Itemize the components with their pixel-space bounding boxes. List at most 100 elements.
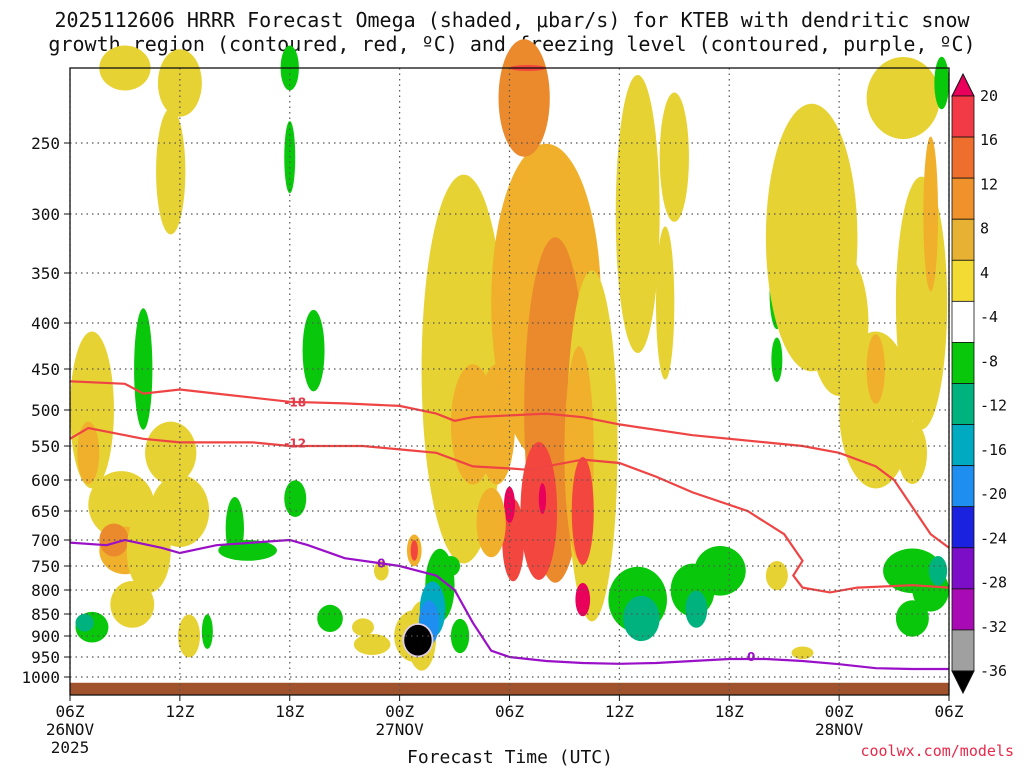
- colorbar-band: [951, 465, 975, 508]
- colorbar-band: [951, 629, 975, 672]
- colorbar-tick-label: -12: [980, 397, 1007, 415]
- colorbar-tick-label: -32: [980, 618, 1007, 636]
- omega-shade-cell: [765, 561, 788, 591]
- omega-shade-cell: [317, 604, 343, 633]
- omega-shade-cell: [157, 49, 202, 117]
- colorbar-tick-label: 12: [980, 175, 998, 193]
- omega-shade-cell: [110, 581, 155, 628]
- x-tick-label: 00Z: [825, 702, 854, 721]
- omega-shade-cell: [77, 421, 100, 484]
- x-tick-date: 27NOV: [376, 720, 425, 739]
- colorbar-band: [951, 506, 975, 549]
- omega-shade-cell: [218, 540, 277, 561]
- colorbar-tick-label: 20: [980, 87, 998, 105]
- omega-shade-cell: [450, 618, 470, 654]
- x-tick-date: 26NOV: [46, 720, 95, 739]
- omega-shade-cell: [353, 633, 391, 655]
- y-tick-label: 500: [31, 401, 60, 420]
- y-tick-label: 850: [31, 605, 60, 624]
- y-tick-label: 450: [31, 360, 60, 379]
- omega-shade-cell: [410, 540, 418, 561]
- y-tick-label: 700: [31, 531, 60, 550]
- omega-shade-cell: [656, 226, 675, 380]
- y-tick-label: 600: [31, 471, 60, 490]
- omega-shade-cell: [866, 56, 940, 140]
- omega-shade-cell: [538, 483, 547, 514]
- colorbar-band: [951, 424, 975, 467]
- colorbar-top-triangle: [951, 72, 975, 97]
- omega-shade-cell: [895, 600, 929, 637]
- omega-shade-cell: [897, 421, 928, 484]
- omega-shade-cell: [928, 556, 948, 586]
- colorbar-band: [951, 342, 975, 384]
- chart-title-line1: 2025112606 HRRR Forecast Omega (shaded, …: [54, 8, 970, 32]
- omega-shade-cell: [156, 108, 186, 235]
- colorbar-tick-label: 4: [980, 264, 989, 282]
- freezing-level-label: 0: [747, 650, 755, 664]
- colorbar-tick-label: -28: [980, 574, 1007, 592]
- colorbar-band: [951, 383, 975, 425]
- omega-shade-cell: [771, 337, 783, 383]
- axes: 250 300 350 400 450 500 550 600 650 700 750 800 850 9…: [21, 67, 964, 757]
- colorbar-band: [951, 588, 975, 631]
- x-tick-label: 18Z: [715, 702, 744, 721]
- colorbar-tick-label: -4: [980, 308, 998, 326]
- y-tick-label: 350: [31, 264, 60, 283]
- colorbar-tick-label: -20: [980, 485, 1007, 503]
- colorbar-band: [951, 300, 975, 343]
- credit-text: coolwx.com/models: [860, 742, 1014, 760]
- dgz-contour-line: [69, 380, 950, 549]
- x-tick-label: 00Z: [385, 702, 414, 721]
- colorbar-tick-label: -8: [980, 352, 998, 370]
- dgz-contour-line: [69, 426, 950, 594]
- x-tick-label: 06Z: [56, 702, 85, 721]
- x-axis-label: Forecast Time (UTC): [407, 747, 613, 768]
- y-tick-label: 300: [31, 205, 60, 224]
- omega-shade-cell: [150, 475, 210, 547]
- omega-shade-cell: [352, 618, 374, 636]
- colorbar-band: [951, 177, 975, 220]
- x-tick-label: 06Z: [935, 702, 964, 721]
- colorbar-tick-label: -16: [980, 441, 1007, 459]
- x-tick-label: 12Z: [605, 702, 634, 721]
- dgz-contour-label: -12: [284, 436, 306, 450]
- omega-shade-cell: [498, 39, 550, 157]
- omega-shade-cell: [934, 56, 949, 110]
- y-tick-label: 800: [31, 581, 60, 600]
- y-tick-label: 950: [31, 648, 60, 667]
- colorbar-tick-label: -36: [980, 662, 1007, 680]
- colorbar-tick-label: 16: [980, 131, 998, 149]
- ground-terrain: [70, 682, 949, 695]
- colorbar-band: [951, 218, 975, 261]
- colorbar-band: [951, 136, 975, 179]
- omega-shade-cell: [685, 590, 708, 628]
- omega-shade-cell: [302, 309, 325, 392]
- omega-shade-cell: [923, 136, 939, 292]
- dgz-contour-label: -18: [284, 396, 306, 410]
- colorbar: 20 16 12 8 4 -4 -8 -12 -16 -20 -24 -28 -32 -36: [951, 72, 1007, 695]
- omega-shade-cell: [476, 487, 506, 558]
- omega-shade-cell: [99, 523, 129, 557]
- freezing-level-label: 0: [377, 556, 385, 570]
- omega-shade-cell: [866, 334, 885, 404]
- omega-shade-cell: [839, 331, 913, 489]
- y-tick-label: 400: [31, 314, 60, 333]
- colorbar-band: [951, 547, 975, 590]
- y-tick-label: 250: [31, 134, 60, 153]
- colorbar-tick-label: -24: [980, 529, 1007, 547]
- colorbar-band: [951, 95, 975, 138]
- omega-shade-cell: [178, 614, 201, 658]
- x-tick-year: 2025: [51, 738, 90, 757]
- omega-shade-cell: [623, 595, 660, 642]
- omega-shade-cell: [575, 582, 591, 617]
- y-tick-label: 550: [31, 437, 60, 456]
- colorbar-bottom-triangle: [951, 670, 975, 695]
- y-tick-label: 900: [31, 627, 60, 646]
- x-tick-label: 12Z: [165, 702, 194, 721]
- y-tick-label: 750: [31, 557, 60, 576]
- x-tick-date: 28NOV: [815, 720, 864, 739]
- x-tick-label: 18Z: [275, 702, 304, 721]
- y-tick-label: 1000: [21, 668, 60, 687]
- freezing-level-line: [69, 538, 949, 671]
- omega-shade-cell: [145, 421, 197, 484]
